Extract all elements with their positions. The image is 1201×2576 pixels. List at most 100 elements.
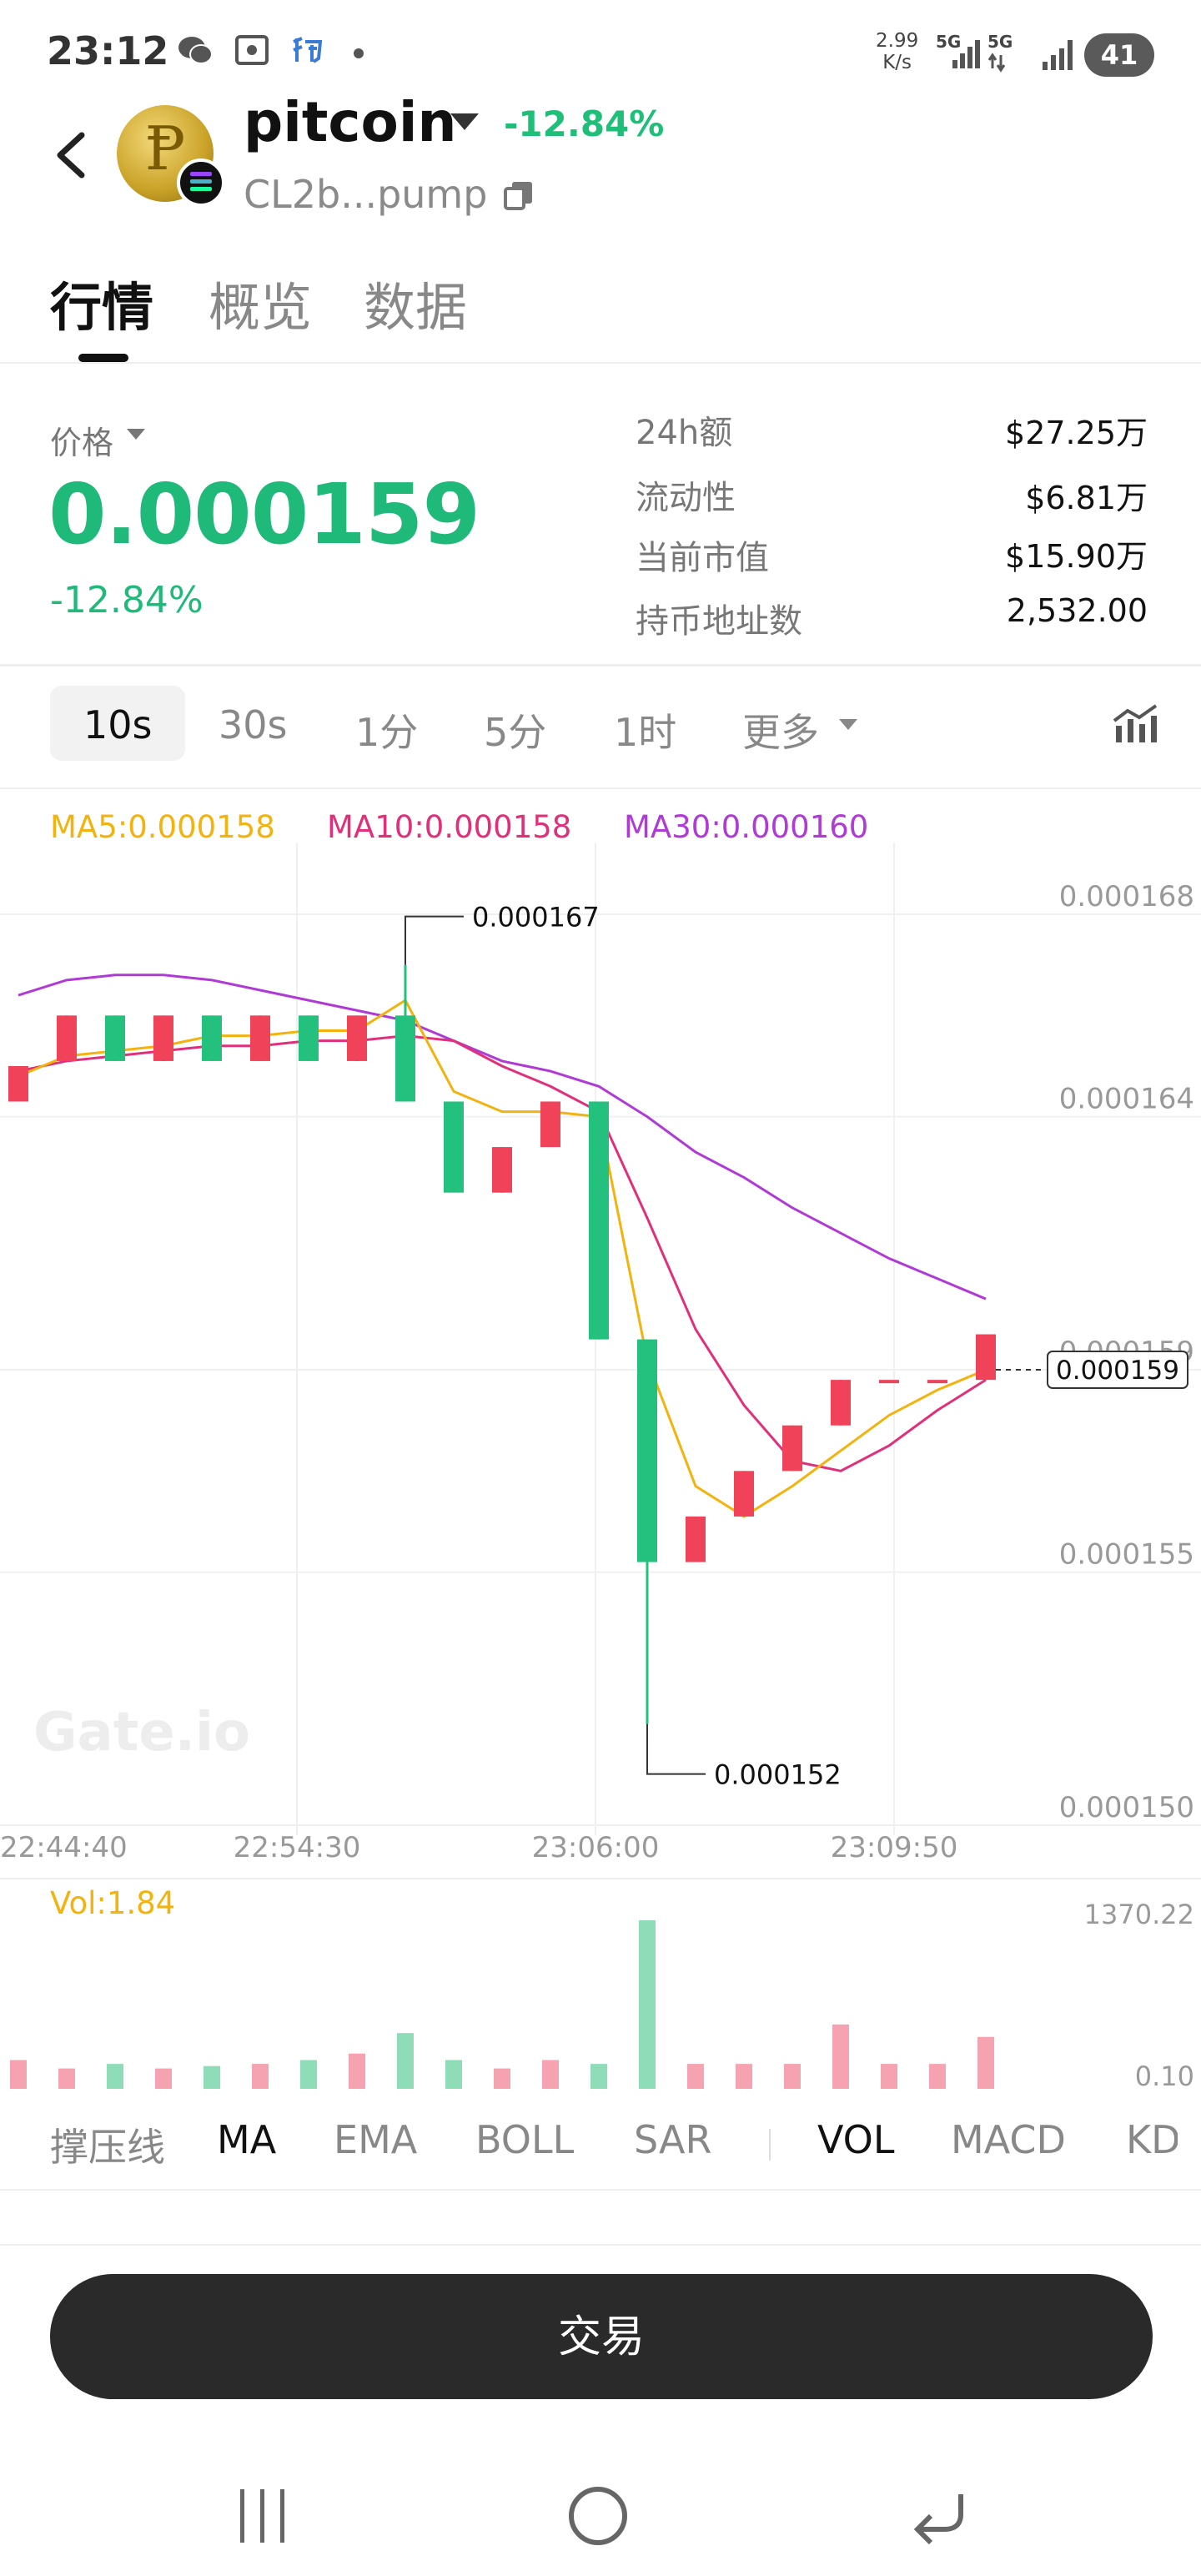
indicator-ma[interactable]: MA	[217, 2117, 277, 2162]
divider	[0, 2189, 1201, 2191]
divider	[0, 787, 1201, 789]
recent-apps-icon[interactable]	[225, 2479, 300, 2554]
volume-bar	[929, 2064, 946, 2089]
taobao-icon	[289, 33, 325, 67]
screenshot-icon	[234, 33, 270, 67]
volume-bar	[107, 2064, 123, 2089]
interval-10s[interactable]: 10s	[83, 702, 153, 747]
candle-body	[57, 1015, 77, 1061]
indicator-macd[interactable]: MACD	[951, 2117, 1066, 2162]
y-axis-label: 0.000164	[1059, 1083, 1194, 1116]
candle-body	[347, 1015, 367, 1061]
volume-axis-label: 1370.22	[1084, 1899, 1194, 1930]
candle-body	[782, 1425, 802, 1472]
notification-dot-icon	[354, 48, 364, 58]
watermark: Gate.io	[33, 1702, 250, 1763]
indicator-separator	[769, 2129, 771, 2161]
ma10-line	[18, 1034, 987, 1472]
interval-30s[interactable]: 30s	[219, 702, 288, 747]
candle-body	[686, 1516, 706, 1562]
last-price-box	[1047, 1351, 1188, 1389]
copy-icon[interactable]	[502, 179, 535, 212]
high-annotation: 0.000167	[472, 902, 600, 933]
x-axis-label: 23:06:00	[532, 1831, 660, 1864]
candlestick-chart[interactable]: 0.000168 0.000164 0.000159 0.000155 0.000150…	[0, 784, 1201, 2094]
tab-overview[interactable]: 概览	[209, 277, 313, 338]
stat-label-volume: 24h额	[636, 414, 733, 452]
chart-style-icon[interactable]	[1109, 701, 1159, 751]
indicator-ema[interactable]: EMA	[334, 2117, 418, 2162]
trade-button[interactable]: 交易	[50, 2274, 1153, 2399]
price-label[interactable]: 价格	[50, 425, 114, 461]
back-button[interactable]	[48, 125, 95, 184]
volume-bar	[687, 2064, 704, 2089]
candle-body	[250, 1015, 270, 1061]
volume-axis-label: 0.10	[1135, 2060, 1194, 2092]
interval-more[interactable]: 更多	[742, 710, 819, 755]
interval-5m[interactable]: 5分	[484, 710, 547, 755]
candle-body	[444, 1101, 464, 1193]
volume-bar	[10, 2060, 27, 2089]
volume-bar	[397, 2033, 414, 2089]
divider	[0, 2244, 1201, 2246]
indicator-vol[interactable]: VOL	[817, 2117, 895, 2162]
interval-1h[interactable]: 1时	[614, 710, 677, 755]
volume-bar	[445, 2060, 462, 2089]
more-caret-icon[interactable]	[839, 719, 857, 730]
indicator-support-resistance[interactable]: 撑压线	[50, 2125, 165, 2170]
signal-bars-icon	[1039, 35, 1081, 77]
tab-market[interactable]: 行情	[50, 277, 154, 338]
volume-bar	[542, 2060, 559, 2089]
stat-label-holders: 持币地址数	[636, 602, 802, 641]
volume-bar	[252, 2064, 269, 2089]
header-price-change: -12.84%	[504, 103, 665, 144]
candle-body	[589, 1101, 609, 1340]
price-caret-icon[interactable]	[127, 429, 145, 440]
ma5-legend: MA5:0.000158	[50, 809, 275, 845]
volume-bar	[590, 2064, 607, 2089]
volume-bar	[736, 2064, 752, 2089]
volume-bar	[639, 1920, 656, 2089]
coin-switch-caret-icon[interactable]	[450, 113, 479, 130]
indicator-sar[interactable]: SAR	[634, 2117, 712, 2162]
ma30-legend: MA30:0.000160	[624, 809, 869, 845]
divider	[0, 362, 1201, 364]
candle-body	[153, 1015, 173, 1061]
back-nav-icon[interactable]	[901, 2479, 976, 2554]
candle-body	[395, 1015, 415, 1102]
net-speed-value: 2.99	[876, 30, 919, 52]
candle-body	[976, 1334, 996, 1381]
low-annotation: 0.000152	[714, 1759, 842, 1791]
candle-body	[879, 1380, 899, 1384]
high-annotation-line	[405, 915, 464, 965]
stat-value-holders: 2,532.00	[1006, 592, 1148, 629]
y-axis-label: 0.000150	[1059, 1791, 1194, 1824]
stat-label-market-cap: 当前市值	[636, 539, 769, 577]
tab-data[interactable]: 数据	[364, 277, 468, 338]
battery-indicator: 41	[1084, 33, 1154, 77]
coin-name[interactable]: pitcoin	[244, 90, 457, 154]
volume-bar	[204, 2065, 220, 2089]
net-speed: 2.99 K/s	[876, 30, 918, 73]
x-axis-label: 22:44:40	[0, 1831, 128, 1864]
last-price-label: 0.000159	[1056, 1356, 1179, 1386]
contract-address: CL2b...pump	[244, 172, 488, 217]
x-axis-label: 22:54:30	[234, 1831, 361, 1864]
volume-bar	[349, 2053, 365, 2089]
candle-body	[637, 1339, 657, 1562]
home-icon[interactable]	[560, 2479, 636, 2554]
signal-a-label: 5G	[936, 32, 962, 52]
ma5-line	[18, 999, 987, 1518]
candle-body	[492, 1147, 512, 1193]
candle-body	[299, 1015, 319, 1061]
indicator-boll[interactable]: BOLL	[475, 2117, 575, 2162]
interval-1m[interactable]: 1分	[355, 710, 419, 755]
volume-bar	[155, 2068, 172, 2089]
indicator-kd[interactable]: KD	[1126, 2117, 1178, 2162]
volume-bar	[881, 2064, 897, 2089]
stat-value-liquidity: $6.81万	[1025, 480, 1148, 516]
candle-body	[927, 1380, 947, 1384]
volume-bar	[784, 2064, 801, 2089]
price-change: -12.84%	[50, 579, 204, 621]
active-tab-indicator	[78, 354, 128, 362]
